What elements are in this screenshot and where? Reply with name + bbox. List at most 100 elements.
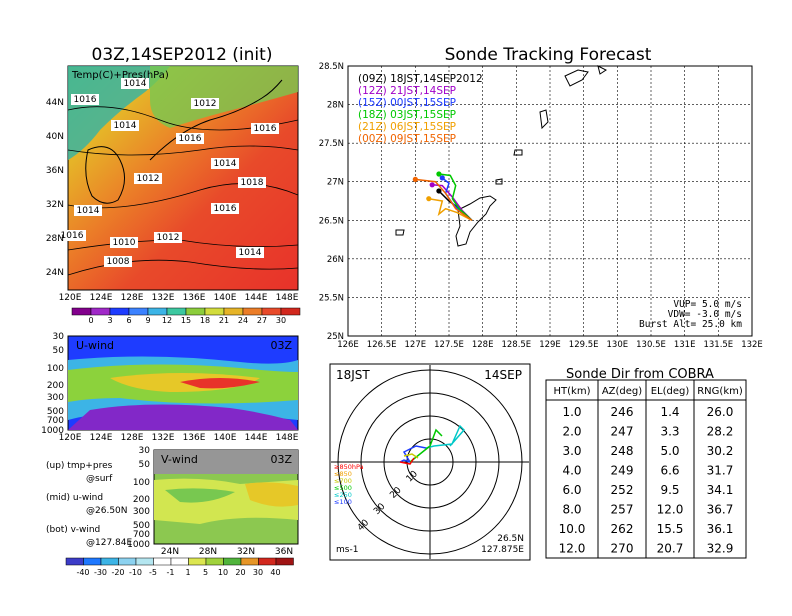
x-tick-label: 130E — [607, 340, 629, 350]
table-cell: 34.1 — [707, 483, 734, 497]
lon-tick-label: 136E — [183, 293, 206, 303]
colorbar-label: 1 — [185, 568, 190, 577]
isobar-label: 1014 — [214, 159, 237, 169]
colorbar-label: 15 — [181, 316, 191, 325]
track-line — [415, 178, 473, 221]
pressure-tick-label: 700 — [47, 416, 64, 426]
map-title: 03Z,14SEP2012 (init) — [92, 45, 273, 65]
v-wind-band — [245, 482, 298, 507]
table-header: EL(deg) — [651, 386, 690, 397]
table-cell: 6.0 — [562, 483, 581, 497]
pressure-tick-label: 200 — [133, 495, 150, 505]
amami-island — [564, 69, 589, 87]
y-tick-label: 25N — [327, 332, 344, 342]
legend-entry: (09Z) 18JST,14SEP2012 — [358, 73, 483, 85]
isobar-label: 1012 — [137, 174, 160, 184]
colorbar-swatch — [118, 557, 137, 566]
isobar-label-box — [251, 123, 279, 134]
track-chart: 126E 126.5E 127E 127.5E 128E 128.5E 129E 129.5E… — [319, 62, 763, 350]
lat-tick-label: 36N — [275, 547, 293, 557]
colorbar-label: 9 — [145, 316, 150, 325]
lon-tick-label: 136E — [183, 433, 206, 443]
y-tick-label: 28.5N — [319, 62, 344, 72]
track-endpoint — [412, 176, 418, 182]
isobar-label-box — [236, 247, 264, 258]
colorbar-swatch — [147, 307, 168, 316]
pressure-tick-label: 200 — [47, 381, 64, 391]
colorbar-swatch — [204, 307, 225, 316]
v-wind-band — [165, 488, 235, 503]
v-wind-upper-gray — [154, 450, 298, 474]
colorbar-label: 21 — [219, 316, 229, 325]
colorbar-label: 5 — [203, 568, 208, 577]
polar-time: 18JST — [336, 368, 370, 382]
table-cell: 12.0 — [559, 542, 586, 556]
hodograph-trace — [399, 457, 415, 465]
y-tick-label: 26.5N — [319, 216, 344, 226]
colorbar-swatch — [185, 307, 206, 316]
table-cell: 3.0 — [562, 444, 581, 458]
isobar-label-box — [111, 120, 139, 131]
temperature-colorbar: 0 3 6 9 12 15 18 21 24 27 30 — [71, 307, 301, 325]
table-cell: 257 — [611, 503, 634, 517]
cold-region-north — [68, 66, 170, 160]
table-header: RNG(km) — [697, 386, 743, 397]
table-cell: 10.0 — [559, 522, 586, 536]
yoron-island — [495, 178, 503, 185]
panel-note: (mid) u-wind — [46, 493, 103, 503]
pressure-tick-label: 100 — [47, 364, 64, 374]
track-grid — [348, 66, 752, 336]
hodograph-trace — [399, 445, 427, 464]
colorbar-swatch — [71, 307, 92, 316]
u-lon-ticks: 120E 124E 128E 132E 136E 140E 144E 148E — [59, 433, 299, 443]
colorbar-label: 18 — [200, 316, 210, 325]
isobar-label-box — [211, 158, 239, 169]
polar-lat: 26.5N — [497, 534, 524, 544]
table-cell: 4.0 — [562, 464, 581, 478]
table-cell: 9.5 — [660, 483, 679, 497]
colorbar-label: -10 — [129, 568, 142, 577]
track-title: Sonde Tracking Forecast — [445, 45, 652, 65]
x-tick-label: 127.5E — [434, 340, 464, 350]
pressure-tick-label: 30 — [53, 332, 65, 342]
isobar-label-box — [176, 133, 204, 144]
isobar-label-box — [104, 256, 132, 267]
isobar-label-box — [211, 203, 239, 214]
u-wind-jet — [180, 378, 260, 389]
polar-date: 14SEP — [484, 368, 522, 382]
table-cell: 5.0 — [660, 444, 679, 458]
isobar-label: 1014 — [239, 248, 262, 258]
pressure-tick-label: 50 — [53, 346, 65, 356]
table-cell: 1.0 — [562, 405, 581, 419]
colorbar-label: 0 — [88, 316, 93, 325]
colorbar-swatch — [223, 307, 244, 316]
table-cell: 26.0 — [707, 405, 734, 419]
lat-tick-label: 32N — [237, 547, 255, 557]
lat-tick-label: 28N — [199, 547, 217, 557]
table-cell: 262 — [611, 522, 634, 536]
table-cell: 247 — [611, 425, 634, 439]
lat-tick-label: 32N — [46, 200, 64, 210]
legend-entry: (18Z) 03JST,15SEP — [358, 109, 456, 121]
y-tick-label: 25.5N — [319, 293, 344, 303]
panel-note: @26.50N — [86, 506, 128, 516]
okinawa-island — [455, 195, 497, 247]
isobar-label-box — [134, 173, 162, 184]
lat-tick-label: 24N — [46, 268, 64, 278]
panel-note: (bot) v-wind — [46, 525, 100, 535]
table-cell: 3.3 — [660, 425, 679, 439]
legend-entry: (00Z) 09JST,15SEP — [358, 133, 456, 145]
u-wind-easterly — [68, 404, 298, 430]
table-header: HT(km) — [554, 386, 591, 397]
map-subtitle: Temp(C)+Pres(hPa) — [71, 70, 169, 81]
colorbar-label: -1 — [167, 568, 175, 577]
pressure-tick-label: 700 — [133, 530, 150, 540]
legend-entry: (21Z) 06JST,15SEP — [358, 121, 456, 133]
isobar-labels: 1016 1014 1012 1016 1014 1016 1014 1012 1018 1014… — [58, 78, 279, 267]
info-line: VDW= -3.0 m/s — [668, 309, 742, 320]
isobar-label: 1016 — [74, 95, 97, 105]
